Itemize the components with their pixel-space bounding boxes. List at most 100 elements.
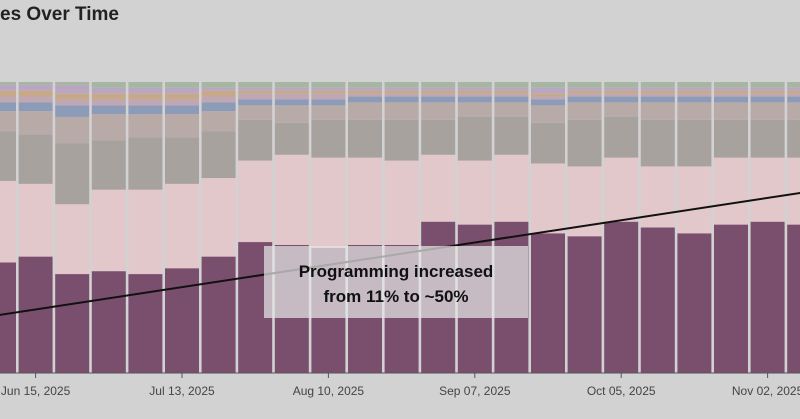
bar-segment-8-1 [274,154,309,245]
bar-segment-4-3 [128,114,163,138]
bar-segment-18-6 [640,90,675,94]
bar-segment-6-3 [201,111,236,132]
bar-segment-11-3 [384,102,419,120]
bar-segment-8-2 [274,122,309,155]
bar-segment-9-7 [311,87,346,91]
bar-segment-17-8 [604,82,639,88]
bar-segment-14-3 [494,102,529,117]
bar-segment-22-5 [787,93,800,97]
bar-segment-4-2 [128,137,163,190]
bar-segment-12-8 [421,82,456,88]
bar-segment-17-1 [604,157,639,222]
bar-segment-21-6 [750,90,785,94]
x-ticks: Jun 15, 2025 Jul 13, 2025 Aug 10, 2025 Sep … [1,373,800,398]
bar-segment-11-6 [384,90,419,94]
bar-segment-20-5 [714,93,748,97]
bar-segment-22-1 [787,157,800,225]
bar-segment-3-4 [91,105,126,115]
bar-segment-3-6 [91,93,126,100]
bar-segment-13-7 [457,87,492,91]
bar-segment-21-0 [750,221,785,373]
bar-segment-3-7 [91,87,126,94]
bar-segment-0-0 [0,262,16,373]
bar-segment-16-6 [567,90,602,94]
bar-segment-19-4 [677,96,712,103]
bar-segment-21-3 [750,102,785,120]
bar-segment-20-0 [714,224,748,373]
bar-segment-19-0 [677,233,712,373]
bar-segment-21-2 [750,119,785,158]
bar-segment-13-1 [457,160,492,225]
bar-segment-7-1 [238,160,273,243]
bar-segment-6-5 [201,96,236,103]
bar-segment-11-7 [384,87,419,91]
bar-segment-19-1 [677,166,712,234]
bar-segment-14-5 [494,93,529,97]
bar-segment-5-6 [165,93,199,100]
bar-segment-4-5 [128,99,163,106]
bar-segment-4-4 [128,105,163,115]
bar-segment-1-8 [18,82,53,85]
bar-segment-17-7 [604,87,639,91]
bar-segment-8-3 [274,105,309,123]
bar-segment-7-6 [238,90,273,94]
bar-segment-1-4 [18,102,53,112]
bar-segment-14-8 [494,82,529,88]
bar-segment-13-6 [457,90,492,94]
bar-segment-0-5 [0,96,16,103]
bar-segment-11-5 [384,93,419,97]
bar-segment-20-8 [714,82,748,88]
bar-segment-6-8 [201,82,236,88]
bar-segment-18-0 [640,227,675,373]
bar-segment-9-3 [311,105,346,120]
bar-segment-10-4 [348,96,382,103]
x-tick-label-5: Nov 02, 2025 [732,384,800,398]
annotation-box: Programming increased from 11% to ~50% [264,246,528,318]
bar-segment-3-1 [91,189,126,272]
bar-segment-18-8 [640,82,675,88]
bar-segment-0-6 [0,90,16,97]
x-tick-label-4: Oct 05, 2025 [587,384,656,398]
bar-segment-17-2 [604,116,639,158]
bar-segment-8-7 [274,87,309,91]
annotation-line-1: Programming increased [299,262,494,281]
bar-segment-5-3 [165,114,199,138]
bar-segment-7-2 [238,119,273,161]
bar-segment-17-3 [604,102,639,117]
bar-segment-22-3 [787,102,800,120]
bar-segment-20-4 [714,96,748,103]
bar-segment-5-7 [165,87,199,94]
bar-segment-4-8 [128,82,163,88]
bar-segment-1-5 [18,96,53,103]
bar-segment-3-2 [91,140,126,190]
bar-segment-7-3 [238,105,273,120]
bar-segment-21-1 [750,157,785,222]
bar-segment-1-6 [18,90,53,97]
bar-segment-13-3 [457,102,492,117]
bar-segment-15-3 [531,105,565,123]
bar-segment-2-2 [55,143,90,205]
bar-segment-21-4 [750,96,785,103]
bar-segment-22-6 [787,90,800,94]
bar-segment-18-3 [640,102,675,120]
bar-segment-13-4 [457,96,492,103]
bar-segment-10-3 [348,102,382,120]
bar-segment-0-3 [0,111,16,132]
x-tick-label-0: Jun 15, 2025 [1,384,71,398]
bar-segment-1-0 [18,256,53,373]
bar-segment-4-1 [128,189,163,275]
bar-segment-20-7 [714,87,748,91]
bar-segment-18-7 [640,87,675,91]
bar-segment-14-4 [494,96,529,103]
bar-segment-11-1 [384,160,419,245]
bar-segment-18-1 [640,166,675,228]
bar-segment-18-4 [640,96,675,103]
bar-segment-3-3 [91,114,126,141]
bar-segment-6-7 [201,87,236,91]
bar-segment-22-8 [787,82,800,88]
bar-segment-2-3 [55,116,90,144]
bar-segment-16-8 [567,82,602,88]
bar-segment-1-1 [18,183,53,257]
bar-segment-9-6 [311,90,346,94]
bar-segment-0-4 [0,102,16,112]
